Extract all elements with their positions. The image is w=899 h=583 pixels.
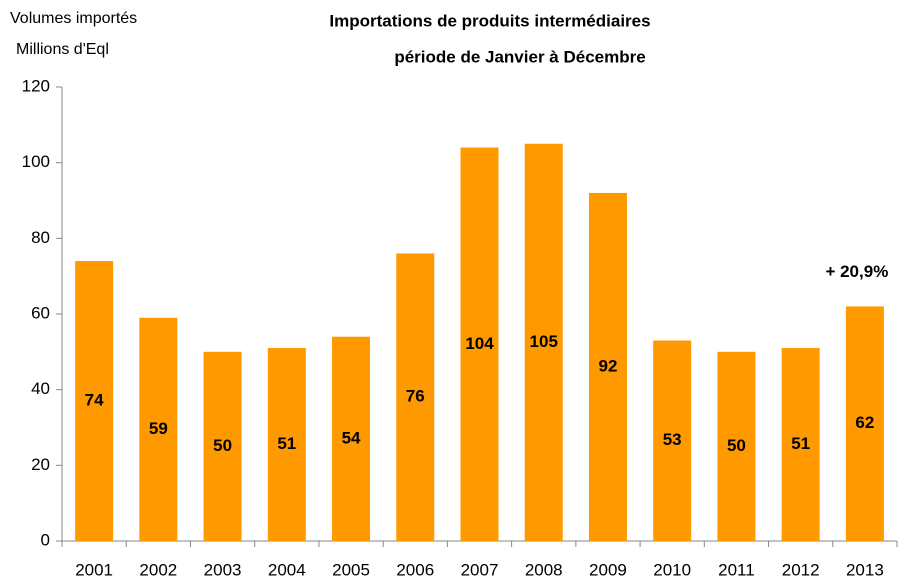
x-tick-label: 2008	[525, 560, 563, 579]
x-tick-label: 2001	[75, 560, 113, 579]
data-label: 105	[530, 332, 558, 351]
bar	[653, 340, 692, 541]
data-label: 92	[599, 356, 618, 375]
data-label: 59	[149, 419, 168, 438]
bar	[717, 351, 756, 541]
data-label: 74	[85, 391, 104, 410]
bar	[524, 143, 563, 541]
x-tick-label: 2007	[461, 560, 499, 579]
x-tick-label: 2002	[139, 560, 177, 579]
x-tick-label: 2010	[653, 560, 691, 579]
bar	[781, 348, 820, 541]
data-label: 104	[465, 334, 494, 353]
y-axis-label: Volumes importés	[10, 10, 137, 27]
y-tick-label: 40	[31, 379, 50, 398]
data-label: 76	[406, 387, 425, 406]
bar	[267, 348, 306, 541]
data-label: 50	[727, 436, 746, 455]
x-tick-label: 2004	[268, 560, 306, 579]
y-tick-label: 120	[22, 76, 50, 95]
data-label: 51	[791, 434, 810, 453]
y-tick-label: 0	[41, 530, 50, 549]
y-tick-label: 80	[31, 228, 50, 247]
data-label: 50	[213, 436, 232, 455]
x-tick-label: 2009	[589, 560, 627, 579]
y-tick-label: 60	[31, 303, 50, 322]
data-label: 53	[663, 430, 682, 449]
bar	[460, 147, 499, 542]
x-tick-label: 2005	[332, 560, 370, 579]
bar	[396, 253, 435, 541]
bar	[139, 317, 178, 541]
x-tick-label: 2003	[204, 560, 242, 579]
chart-title: Importations de produits intermédiaires	[329, 11, 650, 30]
x-tick-label: 2013	[846, 560, 884, 579]
x-tick-label: 2006	[396, 560, 434, 579]
x-tick-label: 2012	[782, 560, 820, 579]
data-label: 62	[855, 413, 874, 432]
bar	[588, 192, 627, 541]
data-label: 54	[342, 428, 361, 447]
annotation: + 20,9%	[825, 262, 888, 281]
y-tick-label: 20	[31, 455, 50, 474]
y-tick-label: 100	[22, 152, 50, 171]
data-label: 51	[277, 434, 296, 453]
bar	[75, 261, 114, 541]
bar	[332, 336, 371, 541]
x-tick-label: 2011	[718, 560, 755, 579]
bar	[845, 306, 884, 541]
y-axis-label: Millions d'Eql	[16, 41, 109, 58]
chart-subtitle: période de Janvier à Décembre	[394, 47, 645, 66]
bar	[203, 351, 242, 541]
